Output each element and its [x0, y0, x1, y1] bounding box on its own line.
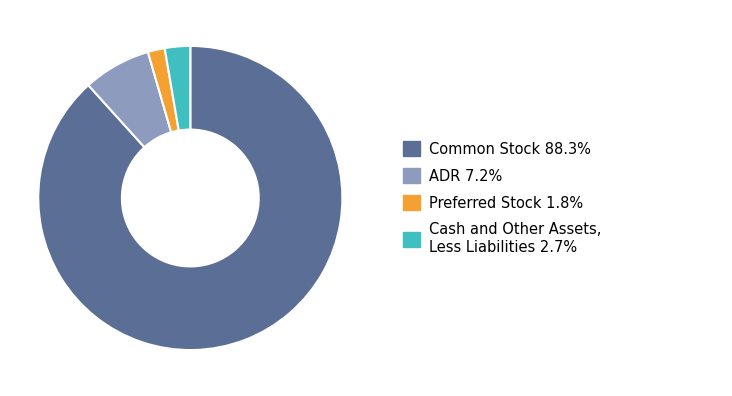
Wedge shape — [89, 52, 171, 147]
Legend: Common Stock 88.3%, ADR 7.2%, Preferred Stock 1.8%, Cash and Other Assets,
Less : Common Stock 88.3%, ADR 7.2%, Preferred … — [403, 141, 601, 255]
Wedge shape — [165, 46, 190, 131]
Wedge shape — [38, 46, 343, 350]
Wedge shape — [148, 48, 179, 132]
